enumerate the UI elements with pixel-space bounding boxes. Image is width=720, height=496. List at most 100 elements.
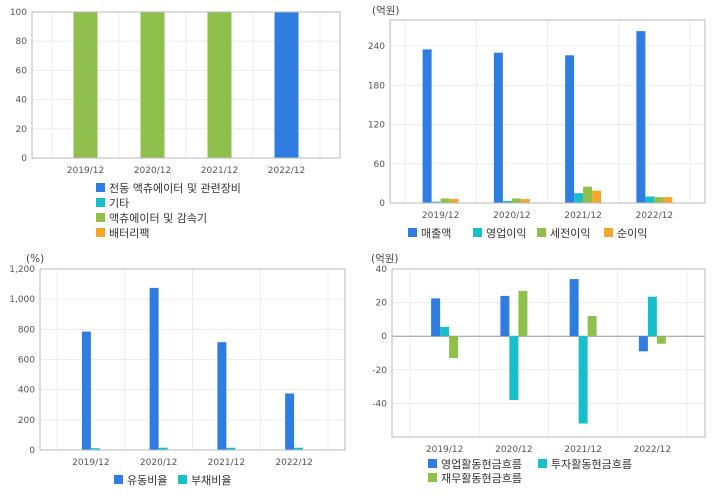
chart4-bar-영업활동현금흐름-2020/12 bbox=[500, 295, 510, 337]
chart4-bar-투자활동현금흐름-2019/12 bbox=[440, 326, 450, 337]
chart1-bar-2019/12 bbox=[73, 12, 98, 158]
chart2-bar-세전이익-2021/12 bbox=[583, 186, 593, 203]
chart2-bar-세전이익-2020/12 bbox=[511, 198, 521, 203]
chart4-ytick-label: 0 bbox=[381, 332, 387, 342]
chart3-ytick-label: 400 bbox=[18, 386, 35, 396]
chart4-bar-투자활동현금흐름-2021/12 bbox=[578, 336, 588, 424]
chart1-xtick-label: 2019/12 bbox=[67, 166, 104, 176]
chart1-legend-label: 전동 액츄에이터 및 관련장비 bbox=[109, 182, 241, 195]
chart2-unit-label: (억원) bbox=[372, 5, 400, 17]
chart3-bar-유동비율-2021/12 bbox=[217, 342, 227, 450]
chart2-ytick-label: 120 bbox=[368, 121, 385, 131]
chart3-ytick-label: 0 bbox=[29, 446, 35, 456]
chart3-bar-유동비율-2020/12 bbox=[149, 287, 159, 450]
chart2-plot-frame bbox=[389, 19, 706, 204]
chart3-ytick-label: 600 bbox=[18, 356, 35, 366]
chart4-ytick-label: 20 bbox=[376, 299, 388, 309]
chart1-legend-swatch bbox=[96, 183, 105, 192]
chart4-bar-재무활동현금흐름-2021/12 bbox=[587, 316, 597, 337]
chart2-bar-순이익-2020/12 bbox=[520, 199, 530, 203]
chart4-bar-재무활동현금흐름-2019/12 bbox=[449, 336, 459, 359]
chart1-legend-swatch bbox=[96, 213, 105, 222]
chart2-ytick-label: 0 bbox=[379, 199, 385, 209]
chart2-bar-순이익-2022/12 bbox=[663, 197, 673, 203]
chart3-ytick-label: 1,000 bbox=[9, 295, 35, 305]
chart2-bar-순이익-2021/12 bbox=[592, 190, 602, 203]
chart2-bar-세전이익-2019/12 bbox=[440, 198, 450, 203]
chart4-xtick-label: 2021/12 bbox=[564, 445, 601, 455]
chart2-xtick-label: 2022/12 bbox=[636, 211, 673, 221]
chart3-bar-유동비율-2022/12 bbox=[285, 393, 295, 450]
chart2-legend-swatch bbox=[473, 228, 482, 237]
chart2-bar-매출액-2022/12 bbox=[636, 31, 646, 203]
chart3-bar-부채비율-2020/12 bbox=[158, 447, 168, 450]
chart3-legend-swatch bbox=[178, 475, 187, 484]
chart4-xtick-label: 2022/12 bbox=[634, 445, 671, 455]
chart2-xtick-label: 2021/12 bbox=[564, 211, 601, 221]
chart1-legend-label: 기타 bbox=[109, 197, 129, 210]
chart2-bar-매출액-2020/12 bbox=[493, 52, 503, 203]
chart1-ytick-label: 60 bbox=[16, 66, 28, 76]
chart3-ytick-label: 200 bbox=[18, 416, 35, 426]
chart4-xtick-label: 2019/12 bbox=[426, 445, 463, 455]
chart4-ytick-label: -20 bbox=[372, 366, 387, 376]
chart2-ytick-label: 60 bbox=[374, 160, 386, 170]
chart2-legend-swatch bbox=[604, 228, 613, 237]
chart4-ytick-label: -40 bbox=[372, 399, 387, 409]
chart2-bar-매출액-2019/12 bbox=[422, 49, 432, 204]
chart1-xtick-label: 2021/12 bbox=[201, 166, 238, 176]
chart2-bar-영업이익-2020/12 bbox=[502, 201, 512, 203]
chart4-legend-swatch bbox=[428, 473, 437, 482]
chart2-bar-세전이익-2022/12 bbox=[654, 197, 664, 203]
chart2-ytick-label: 180 bbox=[368, 81, 385, 91]
chart1-ytick-label: 40 bbox=[16, 96, 28, 106]
chart1-ytick-label: 20 bbox=[16, 125, 28, 135]
chart4-bar-영업활동현금흐름-2022/12 bbox=[638, 336, 648, 352]
chart2-bar-영업이익-2022/12 bbox=[645, 196, 655, 203]
chart2-xtick-label: 2020/12 bbox=[493, 211, 530, 221]
chart2-xtick-label: 2019/12 bbox=[422, 211, 459, 221]
chart4-legend-swatch bbox=[538, 459, 547, 468]
chart1-legend-swatch bbox=[96, 228, 105, 237]
chart4-bar-투자활동현금흐름-2020/12 bbox=[509, 336, 519, 401]
chart4-ytick-label: 40 bbox=[376, 265, 388, 275]
chart2-legend-label: 매출액 bbox=[421, 227, 451, 240]
chart1-xtick-label: 2020/12 bbox=[134, 166, 171, 176]
chart2-legend-label: 세전이익 bbox=[550, 227, 590, 240]
chart2-bar-매출액-2021/12 bbox=[565, 55, 575, 203]
chart3-bar-부채비율-2019/12 bbox=[90, 448, 100, 450]
chart1-xtick-label: 2022/12 bbox=[268, 166, 305, 176]
chart2-bar-순이익-2019/12 bbox=[449, 199, 459, 203]
chart2-legend-swatch bbox=[537, 228, 546, 237]
chart4-legend-swatch bbox=[428, 459, 437, 468]
chart3-legend-swatch bbox=[114, 475, 123, 484]
chart3-unit-label: (%) bbox=[26, 253, 44, 265]
chart4-legend-label: 재무활동현금흐름 bbox=[441, 471, 522, 485]
chart4-xtick-label: 2020/12 bbox=[495, 445, 532, 455]
chart3-ytick-label: 800 bbox=[18, 325, 35, 335]
chart1-bar-2021/12 bbox=[207, 12, 232, 158]
chart2-legend-label: 영업이익 bbox=[486, 227, 526, 240]
chart2-legend-label: 순이익 bbox=[617, 227, 647, 240]
chart1-bar-2020/12 bbox=[140, 12, 165, 158]
chart4-bar-재무활동현금흐름-2022/12 bbox=[656, 336, 666, 344]
chart1-legend-label: 액츄에이터 및 감속기 bbox=[109, 212, 207, 225]
chart4-legend-label: 영업활동현금흐름 bbox=[441, 457, 522, 471]
chart3-legend-label: 유동비율 bbox=[127, 474, 167, 487]
chart1-bar-2022/12 bbox=[274, 12, 299, 158]
chart3-xtick-label: 2021/12 bbox=[208, 458, 245, 468]
chart4-bar-영업활동현금흐름-2019/12 bbox=[431, 298, 441, 337]
chart3-xtick-label: 2019/12 bbox=[72, 458, 109, 468]
chart3-bar-부채비율-2022/12 bbox=[294, 447, 304, 450]
chart4-bar-영업활동현금흐름-2021/12 bbox=[569, 279, 579, 337]
chart1-ytick-label: 100 bbox=[10, 8, 27, 18]
chart1-legend-label: 배터리팩 bbox=[109, 227, 149, 240]
chart1-plot-frame bbox=[31, 11, 341, 159]
chart1-ytick-label: 0 bbox=[21, 154, 27, 164]
chart3-ytick-label: 1,200 bbox=[9, 265, 35, 275]
chart1-ytick-label: 80 bbox=[16, 37, 28, 47]
chart4-unit-label: (억원) bbox=[371, 253, 399, 265]
chart2-bar-영업이익-2019/12 bbox=[431, 201, 441, 203]
chart4-plot-frame bbox=[391, 268, 706, 438]
